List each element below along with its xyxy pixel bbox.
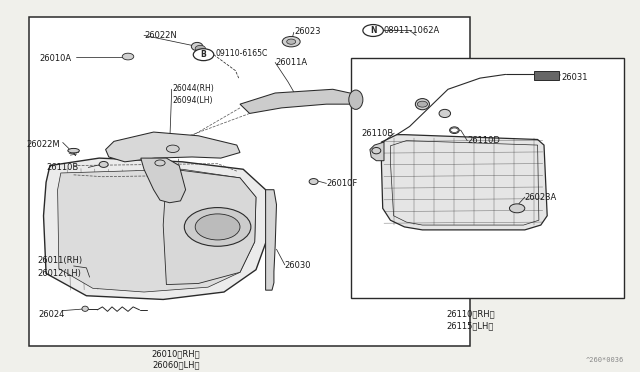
Circle shape <box>417 101 428 107</box>
Polygon shape <box>58 169 256 292</box>
Circle shape <box>193 49 214 61</box>
Ellipse shape <box>68 148 79 153</box>
Bar <box>534 71 559 80</box>
Text: B: B <box>201 50 206 59</box>
Ellipse shape <box>439 109 451 118</box>
Text: 09110-6165C: 09110-6165C <box>215 49 268 58</box>
Circle shape <box>287 39 296 44</box>
Ellipse shape <box>309 179 318 185</box>
Text: 26010A: 26010A <box>40 54 72 63</box>
Text: 26031: 26031 <box>561 73 588 82</box>
Ellipse shape <box>99 161 108 167</box>
Polygon shape <box>370 142 384 161</box>
Ellipse shape <box>415 99 429 110</box>
Circle shape <box>195 214 240 240</box>
Polygon shape <box>266 190 276 290</box>
Ellipse shape <box>372 147 381 154</box>
Polygon shape <box>106 132 240 162</box>
Text: 26110B: 26110B <box>362 129 394 138</box>
Text: 26110B: 26110B <box>46 163 78 172</box>
Text: 26010F: 26010F <box>326 179 358 187</box>
Circle shape <box>155 160 165 166</box>
Ellipse shape <box>349 90 363 109</box>
Text: 26012(LH): 26012(LH) <box>37 269 81 278</box>
Polygon shape <box>141 158 186 203</box>
Bar <box>351 58 624 298</box>
Bar <box>29 17 470 346</box>
Ellipse shape <box>82 306 88 311</box>
Text: 26060〈LH〉: 26060〈LH〉 <box>152 360 200 369</box>
Circle shape <box>451 128 458 132</box>
Polygon shape <box>240 89 358 113</box>
Ellipse shape <box>191 42 203 51</box>
Text: 26011(RH): 26011(RH) <box>37 256 83 265</box>
Circle shape <box>282 36 300 47</box>
Text: 26110D: 26110D <box>467 136 500 145</box>
Circle shape <box>184 208 251 246</box>
Text: 26023A: 26023A <box>525 193 557 202</box>
Text: 26010〈RH〉: 26010〈RH〉 <box>152 349 200 358</box>
Text: 26094(LH): 26094(LH) <box>173 96 213 105</box>
Text: 26022N: 26022N <box>144 31 177 40</box>
Polygon shape <box>44 158 269 299</box>
Circle shape <box>122 53 134 60</box>
Circle shape <box>166 145 179 153</box>
Circle shape <box>363 25 383 36</box>
Text: ^260*0036: ^260*0036 <box>586 357 624 363</box>
Text: 26011A: 26011A <box>275 58 307 67</box>
Text: 26044(RH): 26044(RH) <box>173 84 214 93</box>
Circle shape <box>509 204 525 213</box>
Text: 26024: 26024 <box>38 310 65 319</box>
Polygon shape <box>381 135 547 230</box>
Text: N: N <box>370 26 376 35</box>
Text: 26022M: 26022M <box>27 140 61 149</box>
Circle shape <box>195 45 205 51</box>
Text: 26030: 26030 <box>285 262 311 270</box>
Text: 26023: 26023 <box>294 27 321 36</box>
Text: 08911-1062A: 08911-1062A <box>384 26 440 35</box>
Text: 26110〈RH〉: 26110〈RH〉 <box>446 310 495 319</box>
Text: 26115〈LH〉: 26115〈LH〉 <box>447 321 494 330</box>
Ellipse shape <box>449 127 460 134</box>
Polygon shape <box>163 169 256 285</box>
